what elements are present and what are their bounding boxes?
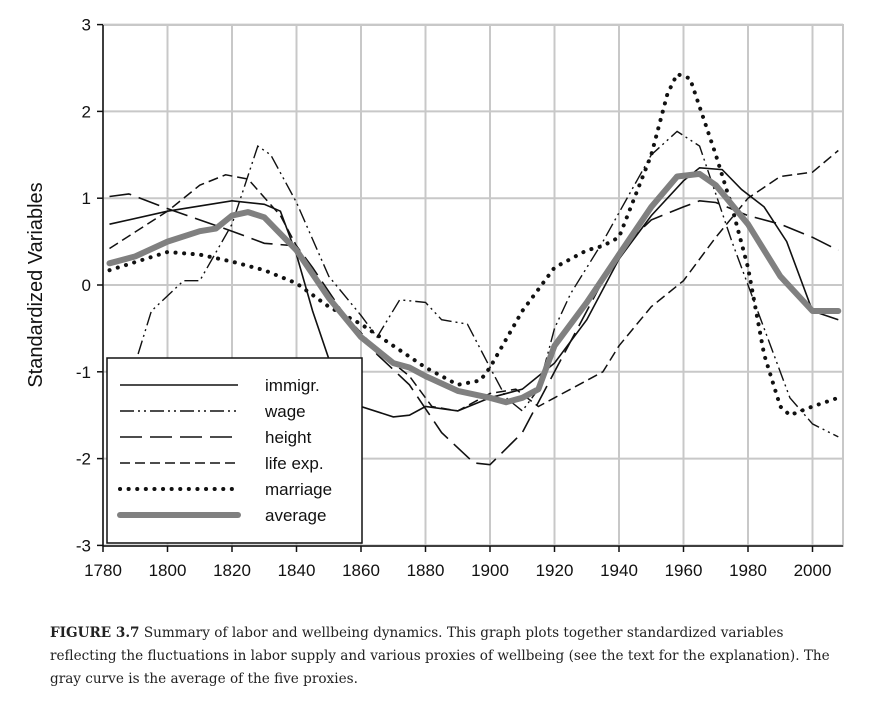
caption-text: Summary of labor and wellbeing dynamics.… xyxy=(50,625,830,687)
legend-label: immigr. xyxy=(265,376,320,395)
x-tick-label: 1880 xyxy=(407,561,445,580)
legend-label: wage xyxy=(264,402,306,421)
y-tick-label: 3 xyxy=(82,16,91,35)
axes: 1780 1800 1820 1840 1860 1880 1900 1920 1940 1960… xyxy=(76,16,843,580)
y-axis-label: Standardized Variables xyxy=(25,182,47,387)
y-tick-label: -2 xyxy=(76,450,91,469)
legend-label: life exp. xyxy=(265,454,324,473)
x-tick-label: 2000 xyxy=(794,561,832,580)
x-tick-label: 1960 xyxy=(665,561,703,580)
series-line-average xyxy=(106,170,842,406)
x-tick-label: 1860 xyxy=(342,561,380,580)
y-tick-label: 0 xyxy=(82,276,91,295)
legend-label: average xyxy=(265,506,326,525)
series-line-wage xyxy=(108,130,839,438)
line-chart: 1780 1800 1820 1840 1860 1880 1900 1920 1940 1960… xyxy=(25,16,844,580)
y-tick-label: -3 xyxy=(76,536,91,555)
series-line-height xyxy=(109,193,839,466)
y-tick-label: -1 xyxy=(76,363,91,382)
figure-label: FIGURE 3.7 xyxy=(50,625,140,641)
x-tick-label: 1900 xyxy=(471,561,509,580)
x-tick-label: 1920 xyxy=(536,561,574,580)
x-tick-label: 1780 xyxy=(84,561,122,580)
legend-label: marriage xyxy=(265,480,332,499)
x-tick-label: 1800 xyxy=(149,561,187,580)
series-line-marriage xyxy=(107,71,841,418)
y-tick-label: 2 xyxy=(82,102,91,121)
x-tick-label: 1840 xyxy=(278,561,316,580)
series-lines xyxy=(106,71,842,466)
series-line-immigr xyxy=(109,166,839,418)
x-tick-label: 1940 xyxy=(600,561,638,580)
figure-caption: FIGURE 3.7 Summary of labor and wellbein… xyxy=(50,622,850,691)
series-line-lifeexp xyxy=(109,149,839,412)
x-tick-label: 1820 xyxy=(213,561,251,580)
x-tick-label: 1980 xyxy=(729,561,767,580)
legend: immigr. wage height life exp. marriage averag… xyxy=(106,357,363,544)
legend-label: height xyxy=(265,428,312,447)
y-tick-label: 1 xyxy=(82,189,91,208)
